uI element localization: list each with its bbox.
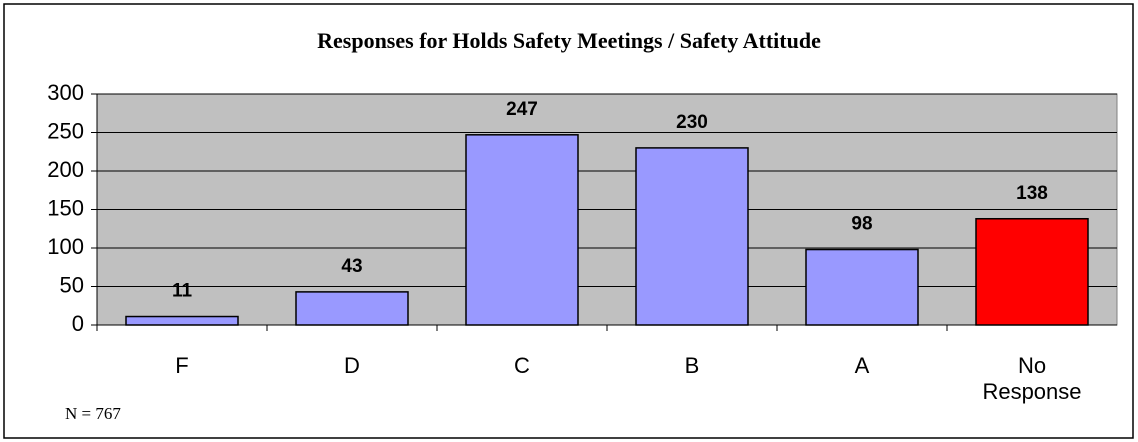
y-tick-label: 200: [47, 157, 84, 182]
value-label: 230: [676, 112, 708, 133]
bar: [805, 248, 919, 326]
y-tick-label: 150: [47, 195, 84, 220]
chart-title: Responses for Holds Safety Meetings / Sa…: [317, 28, 821, 53]
value-label: 138: [1016, 183, 1048, 204]
x-tick-label: No Response: [982, 353, 1081, 404]
x-tick-label: A: [855, 353, 870, 378]
bar: [125, 315, 239, 326]
y-tick-label: 50: [60, 272, 84, 297]
x-tick-label: F: [175, 353, 188, 378]
y-tick-label: 250: [47, 118, 84, 143]
value-label: 247: [506, 99, 538, 120]
y-tick-label: 100: [47, 234, 84, 259]
x-tick-label: B: [685, 353, 700, 378]
bar: [975, 217, 1089, 326]
y-tick-label: 0: [72, 311, 84, 336]
annotation: N = 767: [65, 404, 121, 423]
value-label: 98: [851, 214, 872, 235]
value-label: 11: [172, 281, 193, 302]
x-tick-label: C: [514, 353, 530, 378]
x-tick-label: D: [344, 353, 360, 378]
bar: [295, 291, 409, 326]
value-label: 43: [341, 256, 362, 277]
bar: [635, 147, 749, 326]
bar: [465, 134, 579, 326]
y-tick-label: 300: [47, 80, 84, 105]
